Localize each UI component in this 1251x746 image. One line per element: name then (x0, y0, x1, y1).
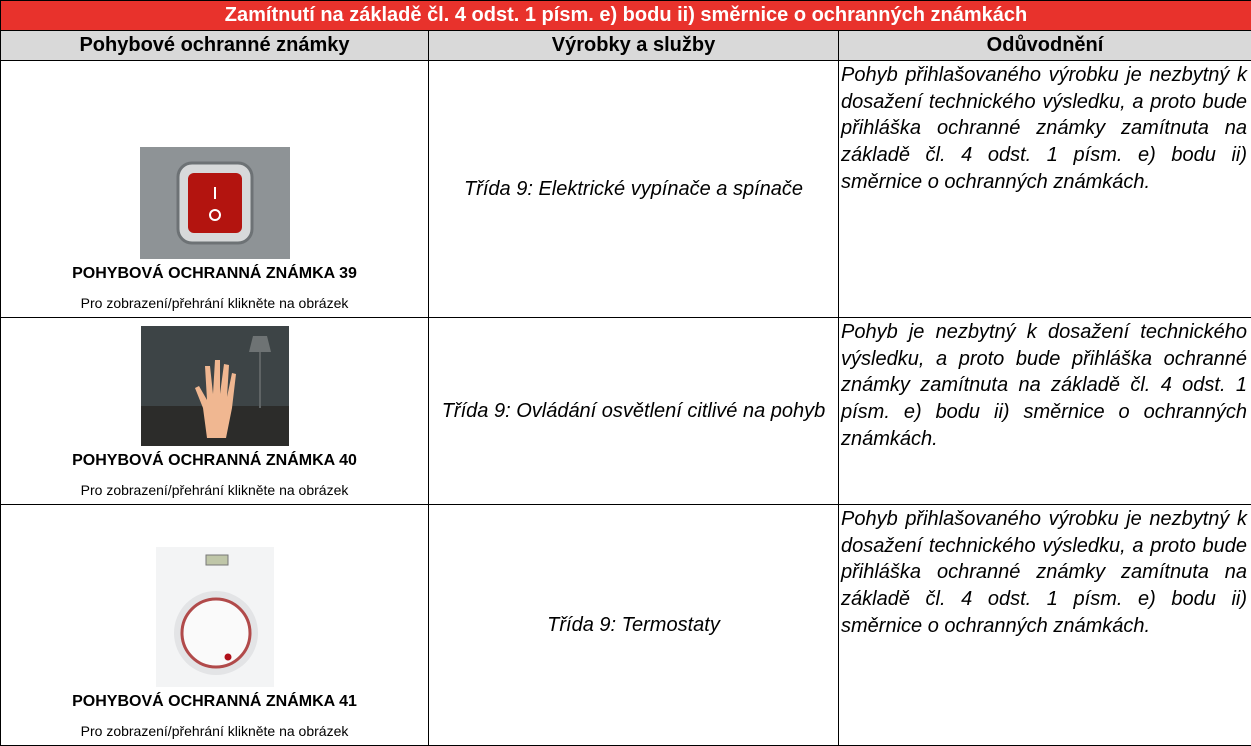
mark-image[interactable] (140, 326, 289, 446)
reasoning-cell: Pohyb je nezbytný k dosažení technického… (837, 317, 1251, 505)
reasoning-cell: Pohyb přihlašovaného výrobku je nezbytný… (837, 504, 1251, 746)
goods-cell: Třída 9: Ovládání osvětlení citlivé na p… (428, 317, 839, 505)
goods-cell: Třída 9: Termostaty (428, 504, 839, 746)
mark-image[interactable] (155, 547, 274, 687)
mark-label: POHYBOVÁ OCHRANNÁ ZNÁMKA 41 (72, 693, 357, 710)
table-title: Zamítnutí na základě čl. 4 odst. 1 písm.… (0, 0, 1251, 31)
column-header: Odůvodnění (837, 30, 1251, 61)
mark-image[interactable] (139, 147, 290, 259)
mark-cell: POHYBOVÁ OCHRANNÁ ZNÁMKA 39 Pro zobrazen… (0, 60, 429, 318)
mark-label: POHYBOVÁ OCHRANNÁ ZNÁMKA 39 (72, 265, 357, 282)
column-header: Výrobky a služby (428, 30, 839, 61)
reasoning-cell: Pohyb přihlašovaného výrobku je nezbytný… (837, 60, 1251, 318)
mark-caption: Pro zobrazení/přehrání klikněte na obráz… (80, 723, 349, 739)
mark-cell: POHYBOVÁ OCHRANNÁ ZNÁMKA 40 Pro zobrazen… (0, 317, 429, 505)
mark-caption: Pro zobrazení/přehrání klikněte na obráz… (80, 482, 349, 498)
column-header: Pohybové ochranné známky (0, 30, 429, 61)
mark-cell: POHYBOVÁ OCHRANNÁ ZNÁMKA 41 Pro zobrazen… (0, 504, 429, 746)
goods-cell: Třída 9: Elektrické vypínače a spínače (428, 60, 839, 318)
mark-label: POHYBOVÁ OCHRANNÁ ZNÁMKA 40 (72, 452, 357, 469)
mark-caption: Pro zobrazení/přehrání klikněte na obráz… (80, 295, 349, 311)
